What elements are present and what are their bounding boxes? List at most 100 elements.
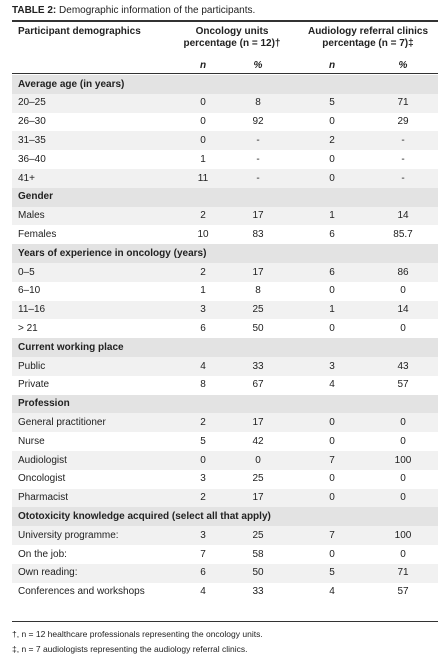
rule xyxy=(12,20,438,22)
row-label: 11–16 xyxy=(18,304,46,316)
cell: 25 xyxy=(252,473,264,485)
subheader-cell: % xyxy=(253,60,263,71)
table-row xyxy=(12,545,438,564)
section-title: Gender xyxy=(18,191,54,203)
cell: 10 xyxy=(197,228,209,240)
cell: 5 xyxy=(200,435,206,447)
cell: 0 xyxy=(329,116,335,128)
row-label: Oncologist xyxy=(18,473,66,485)
row-label: 26–30 xyxy=(18,116,46,128)
table-row xyxy=(12,357,438,376)
cell: 0 xyxy=(400,285,406,297)
table-row xyxy=(12,281,438,301)
cell: - xyxy=(256,134,260,146)
subheader-cell: % xyxy=(398,60,408,71)
table-row xyxy=(12,375,438,395)
cell: 6 xyxy=(329,228,335,240)
cell: 0 xyxy=(200,134,206,146)
section-title: Current working place xyxy=(18,341,124,353)
section-title: Years of experience in oncology (years) xyxy=(18,247,207,259)
cell: 6 xyxy=(200,567,206,579)
row-label: Nurse xyxy=(18,435,45,447)
cell: 57 xyxy=(397,379,409,391)
cell: 3 xyxy=(200,529,206,541)
cell: 17 xyxy=(252,266,264,278)
section-row xyxy=(12,338,438,357)
cell: 29 xyxy=(397,116,409,128)
row-label: Males xyxy=(18,210,45,222)
section-row xyxy=(12,244,438,263)
table-row xyxy=(12,563,438,583)
cell: 2 xyxy=(329,134,335,146)
cell: 0 xyxy=(200,454,206,466)
cell: 92 xyxy=(252,116,264,128)
cell: - xyxy=(256,153,260,165)
cell: 58 xyxy=(252,548,264,560)
table-row xyxy=(12,112,438,132)
row-label: Audiologist xyxy=(18,454,67,466)
cell: 25 xyxy=(252,529,264,541)
table-row xyxy=(12,526,438,545)
cell: 83 xyxy=(252,228,264,240)
cell: 17 xyxy=(252,416,264,428)
table-row xyxy=(12,319,438,339)
cell: 8 xyxy=(255,285,261,297)
subheader-cell: n xyxy=(199,60,207,71)
cell: 0 xyxy=(200,97,206,109)
cell: 50 xyxy=(252,567,264,579)
table-row xyxy=(12,488,438,508)
cell: 14 xyxy=(397,210,409,222)
section-title: Profession xyxy=(18,398,70,410)
cell: 7 xyxy=(200,548,206,560)
cell: - xyxy=(401,153,405,165)
cell: 50 xyxy=(252,322,264,334)
cell: 1 xyxy=(200,285,206,297)
cell: 1 xyxy=(200,153,206,165)
cell: 0 xyxy=(200,116,206,128)
cell: 7 xyxy=(329,454,335,466)
table-row xyxy=(12,93,438,113)
cell: 71 xyxy=(397,97,409,109)
cell: 5 xyxy=(329,567,335,579)
cell: 3 xyxy=(329,360,335,372)
row-label: University programme: xyxy=(18,529,119,541)
section-row xyxy=(12,507,438,527)
cell: 3 xyxy=(200,473,206,485)
cell: 100 xyxy=(394,454,412,466)
cell: 11 xyxy=(197,172,209,184)
cell: 0 xyxy=(329,153,335,165)
cell: - xyxy=(401,172,405,184)
cell: 1 xyxy=(329,304,335,316)
table-row xyxy=(12,432,438,451)
table-row xyxy=(12,150,438,169)
cell: 100 xyxy=(394,529,412,541)
row-label: Conferences and workshops xyxy=(18,586,145,598)
cell: 4 xyxy=(200,360,206,372)
cell: 0 xyxy=(400,322,406,334)
cell: 2 xyxy=(200,266,206,278)
table-row xyxy=(12,300,438,320)
cell: 1 xyxy=(329,210,335,222)
section-row xyxy=(12,187,438,207)
cell: 14 xyxy=(397,304,409,316)
rule xyxy=(12,621,438,622)
section-row xyxy=(12,394,438,414)
row-label: 6–10 xyxy=(18,285,41,297)
cell: 57 xyxy=(397,586,409,598)
cell: 86 xyxy=(397,266,409,278)
cell: 43 xyxy=(397,360,409,372)
cell: 6 xyxy=(200,322,206,334)
row-label: Females xyxy=(18,228,57,240)
cell: 2 xyxy=(200,210,206,222)
section-title: Average age (in years) xyxy=(18,78,125,90)
cell: - xyxy=(256,172,260,184)
row-label: On the job: xyxy=(18,548,67,560)
row-label: 36–40 xyxy=(18,153,46,165)
cell: 8 xyxy=(255,97,261,109)
caption-text: Demographic information of the participa… xyxy=(59,5,256,16)
caption: TABLE 2: Demographic information of the … xyxy=(12,5,255,17)
caption-label: TABLE 2: xyxy=(12,5,57,16)
row-label: 20–25 xyxy=(18,97,46,109)
section-title: Ototoxicity knowledge acquired (select a… xyxy=(18,510,271,522)
